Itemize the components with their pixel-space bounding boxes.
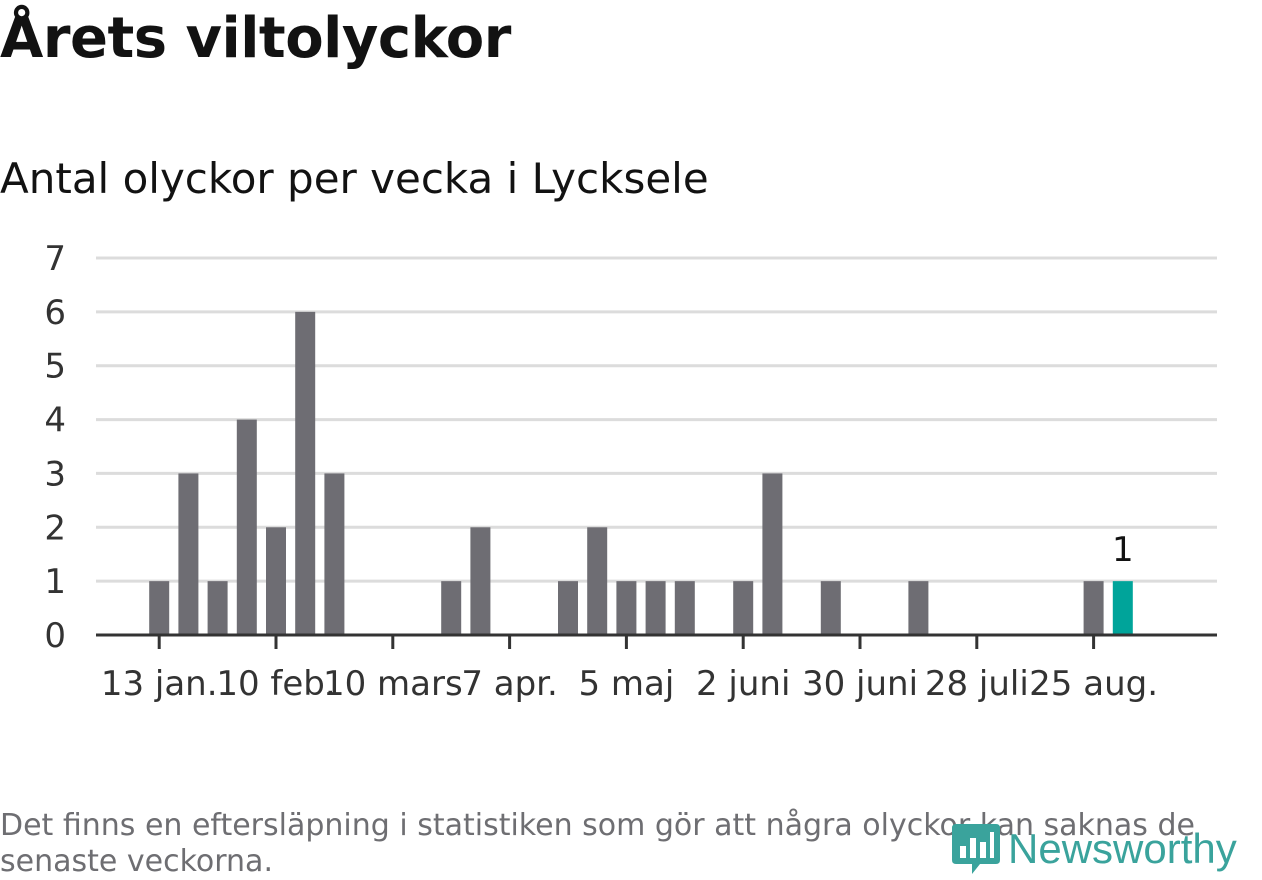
bar bbox=[587, 527, 608, 635]
y-tick-label: 4 bbox=[44, 401, 66, 441]
x-tick-label: 5 maj bbox=[578, 664, 674, 704]
bar bbox=[149, 581, 170, 635]
bar bbox=[733, 581, 754, 635]
bar bbox=[470, 527, 491, 635]
newsworthy-logo[interactable]: Newsworthy bbox=[950, 820, 1262, 878]
bar bbox=[674, 581, 695, 635]
x-tick-label: 2 juni bbox=[696, 664, 790, 704]
x-tick-label: 13 jan. bbox=[101, 664, 218, 704]
bar bbox=[178, 473, 199, 635]
newsworthy-logo-icon bbox=[952, 824, 1000, 874]
y-tick-label: 7 bbox=[44, 239, 66, 279]
bar bbox=[616, 581, 637, 635]
bar bbox=[762, 473, 783, 635]
bar bbox=[441, 581, 462, 635]
y-tick-label: 6 bbox=[44, 293, 66, 333]
y-tick-label: 5 bbox=[44, 347, 66, 387]
y-tick-label: 2 bbox=[44, 508, 66, 548]
chart-title: Årets viltolyckor bbox=[0, 6, 511, 71]
bar bbox=[1083, 581, 1104, 635]
logo-text: Newsworthy bbox=[1008, 825, 1237, 872]
bar bbox=[645, 581, 666, 635]
chart-subtitle: Antal olyckor per vecka i Lycksele bbox=[0, 154, 709, 203]
bar bbox=[295, 311, 316, 635]
bars bbox=[96, 311, 1217, 637]
grid-lines bbox=[96, 256, 1217, 583]
bar-highlight bbox=[1112, 581, 1133, 635]
bar bbox=[236, 419, 257, 635]
x-tick-label: 10 mars bbox=[323, 664, 463, 704]
bar bbox=[558, 581, 578, 635]
bar bbox=[207, 581, 228, 635]
x-tick-label: 10 feb. bbox=[216, 664, 335, 704]
x-tick-label: 25 aug. bbox=[1029, 664, 1158, 704]
bar bbox=[324, 473, 345, 635]
y-tick-label: 0 bbox=[44, 616, 66, 656]
x-tick-label: 28 juli bbox=[925, 664, 1029, 704]
bar bbox=[266, 527, 286, 635]
data-labels: 1 bbox=[1112, 530, 1134, 570]
x-tick-label: 7 apr. bbox=[461, 664, 558, 704]
y-tick-label: 1 bbox=[44, 562, 66, 602]
bar bbox=[820, 581, 841, 635]
y-axis-ticks: 0 1 2 3 4 5 6 7 bbox=[44, 239, 66, 656]
highlight-data-label: 1 bbox=[1112, 530, 1134, 570]
x-tick-label: 30 juni bbox=[802, 664, 918, 704]
y-tick-label: 3 bbox=[44, 454, 66, 494]
bar bbox=[908, 581, 929, 635]
